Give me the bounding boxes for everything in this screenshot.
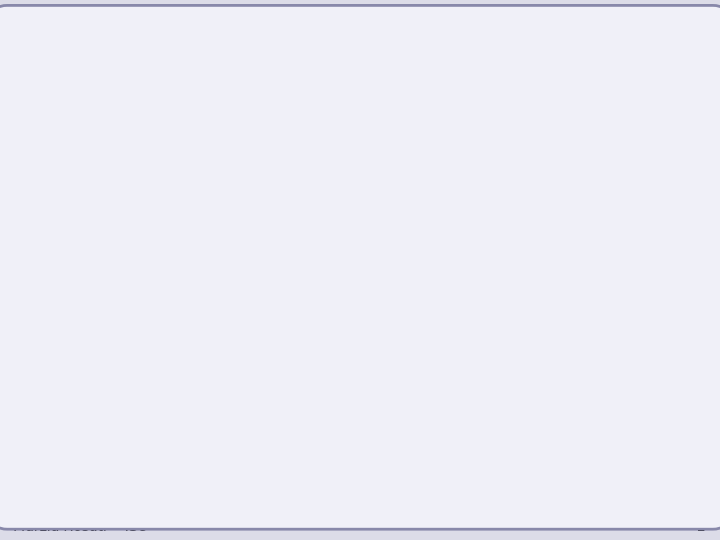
Text: Summary, conclusions, and outlook.: Summary, conclusions, and outlook. [86,451,512,472]
Text: Ä: Ä [112,295,127,315]
Text: Marzia Rosati -  ISU: Marzia Rosati - ISU [14,519,149,534]
Text: ENIX: ENIX [78,42,118,57]
Text: Ø: Ø [47,185,67,209]
Text: d-Au Collisions: d-Au Collisions [146,345,279,363]
FancyBboxPatch shape [11,19,151,81]
Text: Ä: Ä [112,344,127,363]
Text: Ø: Ø [47,450,67,474]
Text: Charmonium Measurements in PHENIX: Charmonium Measurements in PHENIX [86,246,541,267]
Text: ★: ★ [60,43,72,57]
Text: p-p Collisions: p-p Collisions [146,296,266,314]
Text: Ä: Ä [112,393,127,412]
Text: Charmonium at RHIC: Charmonium at RHIC [86,127,330,148]
Text: Outline: Outline [302,31,465,69]
FancyBboxPatch shape [184,19,583,81]
Text: The PHENIX Detector: The PHENIX Detector [86,187,335,207]
Text: Ø: Ø [47,126,67,150]
Text: Ø: Ø [47,245,67,268]
Text: PH: PH [22,42,45,57]
Text: First Measurement in Au-Au Collisions: First Measurement in Au-Au Collisions [146,393,486,411]
Bar [187,76,580,82]
Text: 2: 2 [697,519,706,534]
